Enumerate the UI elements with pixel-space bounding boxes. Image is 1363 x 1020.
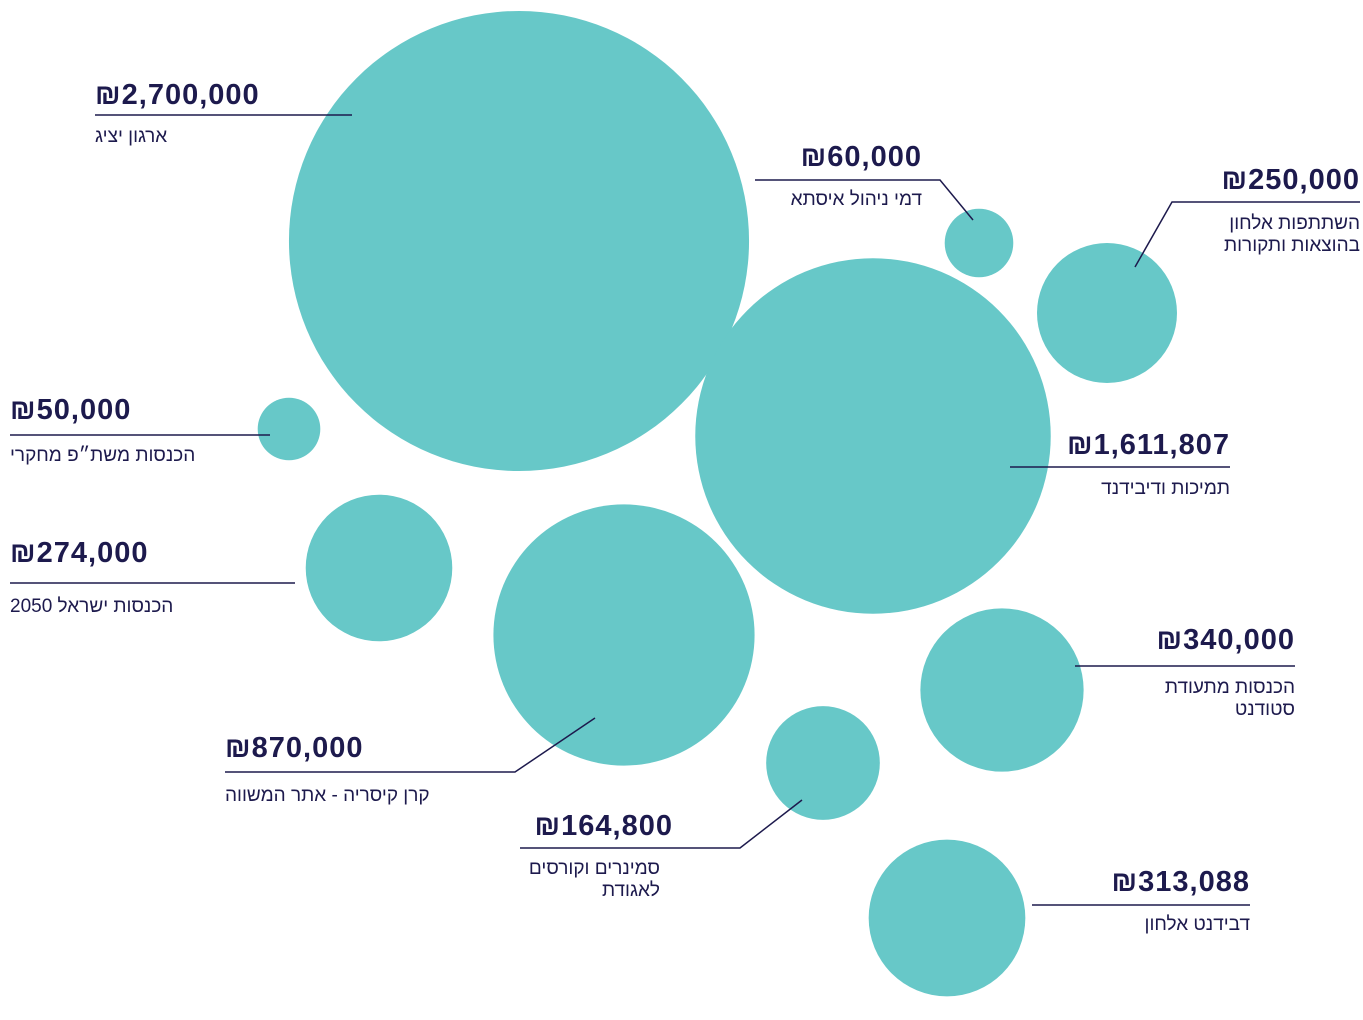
category-label: ארגון יציג	[95, 126, 168, 147]
connector-line	[1134, 201, 1360, 268]
value-label: ₪50,000	[10, 394, 132, 426]
bubble	[288, 10, 750, 472]
bubble	[1037, 243, 1177, 383]
category-label: תמיכות ודיבידנד	[1101, 478, 1230, 499]
bubble	[766, 706, 880, 820]
value-label: ₪340,000	[1156, 624, 1295, 656]
connector-line	[755, 179, 974, 221]
category-label: קרן קיסריה - אתר המשווה	[225, 785, 430, 806]
category-label: הכנסות מתעודת סטודנט	[1164, 677, 1295, 720]
connector-line	[225, 717, 596, 773]
bubble	[695, 258, 1051, 614]
category-label: השתתפות אלחון בהוצאות ותקורות	[1223, 213, 1360, 256]
category-label: דבידנט אלחון	[1144, 914, 1250, 935]
value-label: ₪60,000	[800, 141, 922, 173]
value-label: ₪250,000	[1221, 164, 1360, 196]
value-label: ₪2,700,000	[95, 79, 260, 111]
value-label: ₪164,800	[534, 810, 673, 842]
bubble	[493, 504, 755, 766]
bubble	[305, 494, 453, 642]
bubble	[920, 608, 1084, 772]
bubble	[257, 397, 321, 461]
category-label: הכנסות ישראל 2050	[10, 596, 174, 617]
bubble	[868, 839, 1026, 997]
connector-line	[520, 799, 803, 849]
bubble	[944, 208, 1014, 278]
value-label: ₪1,611,807	[1066, 429, 1230, 461]
value-label: ₪313,088	[1111, 866, 1250, 898]
value-label: ₪870,000	[225, 732, 364, 764]
category-label: סמינרים וקורסים לאגודת	[528, 858, 660, 901]
value-label: ₪274,000	[10, 537, 149, 569]
category-label: הכנסות משת״פ מחקרי	[10, 445, 196, 466]
category-label: דמי ניהול איסתא	[790, 189, 922, 210]
